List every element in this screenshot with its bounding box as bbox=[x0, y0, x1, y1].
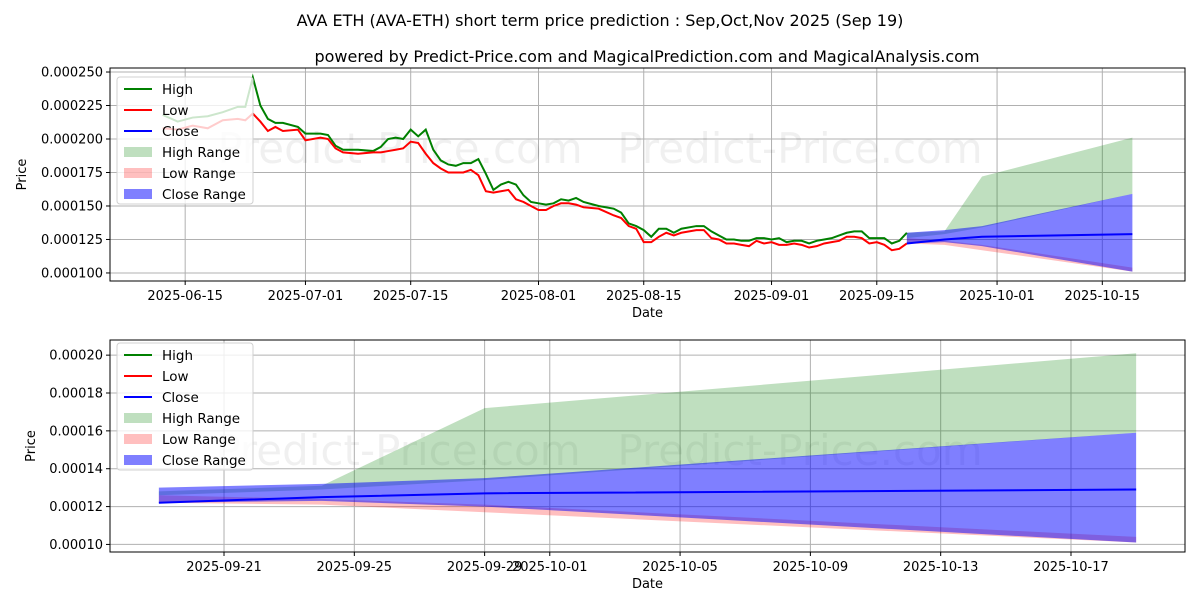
x-tick-label: 2025-08-01 bbox=[501, 289, 577, 304]
high-range-band bbox=[906, 137, 1133, 239]
legend-label: Close bbox=[162, 124, 199, 140]
legend-label: Low bbox=[162, 103, 189, 119]
low-range-band bbox=[158, 495, 1137, 543]
chart-title: AVA ETH (AVA-ETH) short term price predi… bbox=[297, 11, 904, 30]
legend-label: High Range bbox=[162, 145, 240, 161]
axes-frame bbox=[109, 67, 1186, 282]
legend-swatch-patch bbox=[124, 434, 152, 444]
x-tick-label: 2025-07-15 bbox=[373, 289, 449, 304]
x-tick-label: 2025-09-15 bbox=[839, 289, 915, 304]
legend-label: High Range bbox=[162, 411, 240, 427]
chart-1: 0.00010 0.00012 0.00014 0.00016 0.00018 0.000… bbox=[24, 339, 1186, 592]
legend-label: Close Range bbox=[162, 453, 246, 469]
x-tick-label: 2025-07-01 bbox=[268, 289, 344, 304]
low-line bbox=[162, 112, 908, 252]
x-tick-label: 2025-10-17 bbox=[1033, 560, 1109, 575]
x-tick-label: 2025-06-15 bbox=[147, 289, 223, 304]
x-tick-label: 2025-10-01 bbox=[512, 560, 588, 575]
y-tick-label: 0.000200 bbox=[41, 133, 103, 148]
legend: High Low Close High Range Low Range Close Ran… bbox=[116, 76, 254, 205]
y-tick-label: 0.00012 bbox=[49, 500, 103, 515]
y-tick-label: 0.00016 bbox=[49, 424, 103, 439]
y-axis-label: Price bbox=[24, 430, 39, 462]
y-tick-label: 0.000125 bbox=[41, 233, 103, 248]
y-tick-label: 0.000175 bbox=[41, 166, 103, 181]
legend-swatch-patch bbox=[124, 147, 152, 157]
y-tick-label: 0.00010 bbox=[49, 538, 103, 553]
y-axis-label: Price bbox=[15, 159, 30, 191]
x-tick-label: 2025-09-01 bbox=[734, 289, 810, 304]
x-tick-label: 2025-09-29 bbox=[447, 560, 523, 575]
watermark: Predict-Price.com bbox=[215, 426, 580, 475]
axes-frame bbox=[109, 339, 1186, 553]
legend-swatch-patch bbox=[124, 189, 152, 199]
legend-label: High bbox=[162, 82, 193, 98]
y-tick-label: 0.000250 bbox=[41, 66, 103, 81]
y-tick-label: 0.00018 bbox=[49, 387, 103, 402]
chart-0: 0.000100 0.000125 0.000150 0.000175 0.000200… bbox=[15, 66, 1186, 321]
legend-swatch-patch bbox=[124, 413, 152, 423]
legend-label: Close Range bbox=[162, 187, 246, 203]
x-tick-label: 2025-08-15 bbox=[606, 289, 682, 304]
legend-swatch-patch bbox=[124, 168, 152, 178]
low-range-band bbox=[906, 238, 1133, 272]
x-tick-label: 2025-10-13 bbox=[903, 560, 979, 575]
plot-area bbox=[158, 353, 1137, 543]
y-tick-label: 0.000150 bbox=[41, 199, 103, 214]
x-tick-label: 2025-10-15 bbox=[1065, 289, 1141, 304]
high-range-band bbox=[158, 353, 1137, 496]
x-tick-label: 2025-10-01 bbox=[959, 289, 1035, 304]
x-tick-label: 2025-10-09 bbox=[773, 560, 849, 575]
y-tick-label: 0.00014 bbox=[49, 462, 103, 477]
x-axis-label: Date bbox=[632, 306, 663, 321]
legend-label: Low bbox=[162, 369, 189, 385]
y-tick-label: 0.00020 bbox=[49, 349, 103, 364]
close-line bbox=[906, 233, 1133, 245]
y-tick-label: 0.000100 bbox=[41, 266, 103, 281]
legend-box bbox=[116, 76, 254, 205]
legend-label: Low Range bbox=[162, 166, 236, 182]
x-tick-label: 2025-10-05 bbox=[642, 560, 718, 575]
legend: High Low Close High Range Low Range Close Ran… bbox=[116, 342, 254, 471]
y-tick-label: 0.000225 bbox=[41, 99, 103, 114]
legend-label: Low Range bbox=[162, 432, 236, 448]
close-range-band bbox=[906, 193, 1133, 272]
legend-label: Close bbox=[162, 390, 199, 406]
legend-swatch-patch bbox=[124, 455, 152, 465]
legend-box bbox=[116, 342, 254, 471]
x-axis-label: Date bbox=[632, 577, 663, 592]
x-tick-label: 2025-09-21 bbox=[186, 560, 262, 575]
legend-label: High bbox=[162, 348, 193, 364]
x-tick-label: 2025-09-25 bbox=[317, 560, 393, 575]
close-line bbox=[158, 488, 1137, 504]
chart-subtitle: powered by Predict-Price.com and Magical… bbox=[314, 47, 979, 66]
high-line bbox=[162, 73, 908, 245]
plot-area bbox=[162, 73, 1133, 272]
watermark: Predict-Price.com bbox=[617, 124, 982, 173]
close-range-band bbox=[158, 432, 1137, 543]
